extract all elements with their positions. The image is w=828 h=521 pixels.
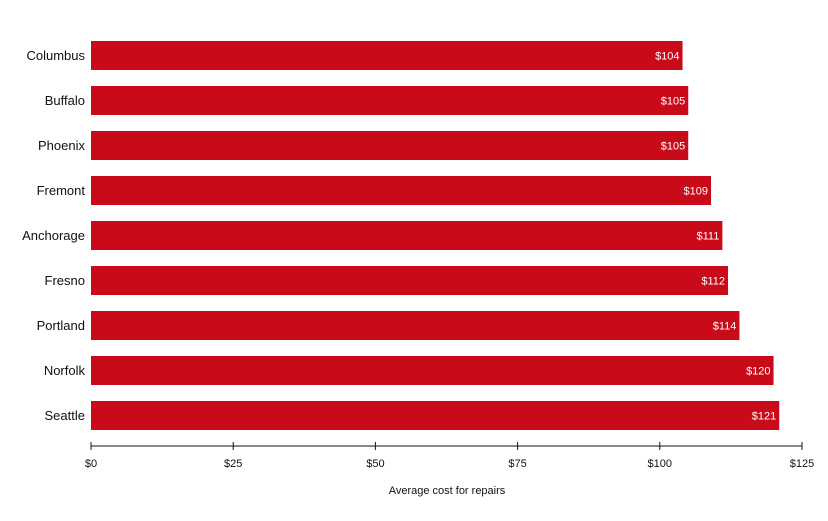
category-label-portland: Portland [37, 318, 85, 333]
value-label-fremont: $109 [684, 186, 708, 198]
value-label-phoenix: $105 [661, 141, 685, 153]
bar-columbus [91, 41, 683, 70]
bar-fresno [91, 266, 729, 295]
x-axis: $0 $25 $50 $75 $100 $125 [85, 442, 814, 470]
category-label-fremont: Fremont [37, 183, 86, 198]
x-tick-label-25: $25 [224, 458, 242, 470]
category-label-norfolk: Norfolk [44, 363, 86, 378]
x-axis-title: Average cost for repairs [389, 485, 506, 497]
category-label-phoenix: Phoenix [38, 138, 85, 153]
value-label-buffalo: $105 [661, 96, 685, 108]
value-labels: $104 $105 $105 $109 $111 $112 $114 $120 $121 [655, 51, 776, 423]
bar-portland [91, 311, 740, 340]
value-label-portland: $114 [713, 321, 737, 333]
value-label-fresno: $112 [701, 276, 725, 288]
bar-seattle [91, 401, 780, 430]
x-tick-label-75: $75 [508, 458, 526, 470]
x-tick-label-0: $0 [85, 458, 97, 470]
bar-norfolk [91, 356, 774, 385]
bar-phoenix [91, 131, 689, 160]
value-label-anchorage: $111 [697, 231, 720, 243]
bar-buffalo [91, 86, 689, 115]
value-label-norfolk: $120 [746, 366, 770, 378]
category-label-anchorage: Anchorage [22, 228, 85, 243]
bar-fremont [91, 176, 711, 205]
x-tick-label-100: $100 [648, 458, 672, 470]
category-label-columbus: Columbus [26, 48, 85, 63]
bars-group [91, 41, 780, 430]
category-label-fresno: Fresno [45, 273, 85, 288]
value-label-columbus: $104 [655, 51, 679, 63]
value-label-seattle: $121 [752, 411, 776, 423]
category-label-seattle: Seattle [45, 408, 85, 423]
x-tick-label-50: $50 [366, 458, 384, 470]
category-labels: Columbus Buffalo Phoenix Fremont Anchorage Fr… [22, 48, 85, 423]
category-label-buffalo: Buffalo [45, 93, 85, 108]
bar-anchorage [91, 221, 723, 250]
x-tick-label-125: $125 [790, 458, 814, 470]
